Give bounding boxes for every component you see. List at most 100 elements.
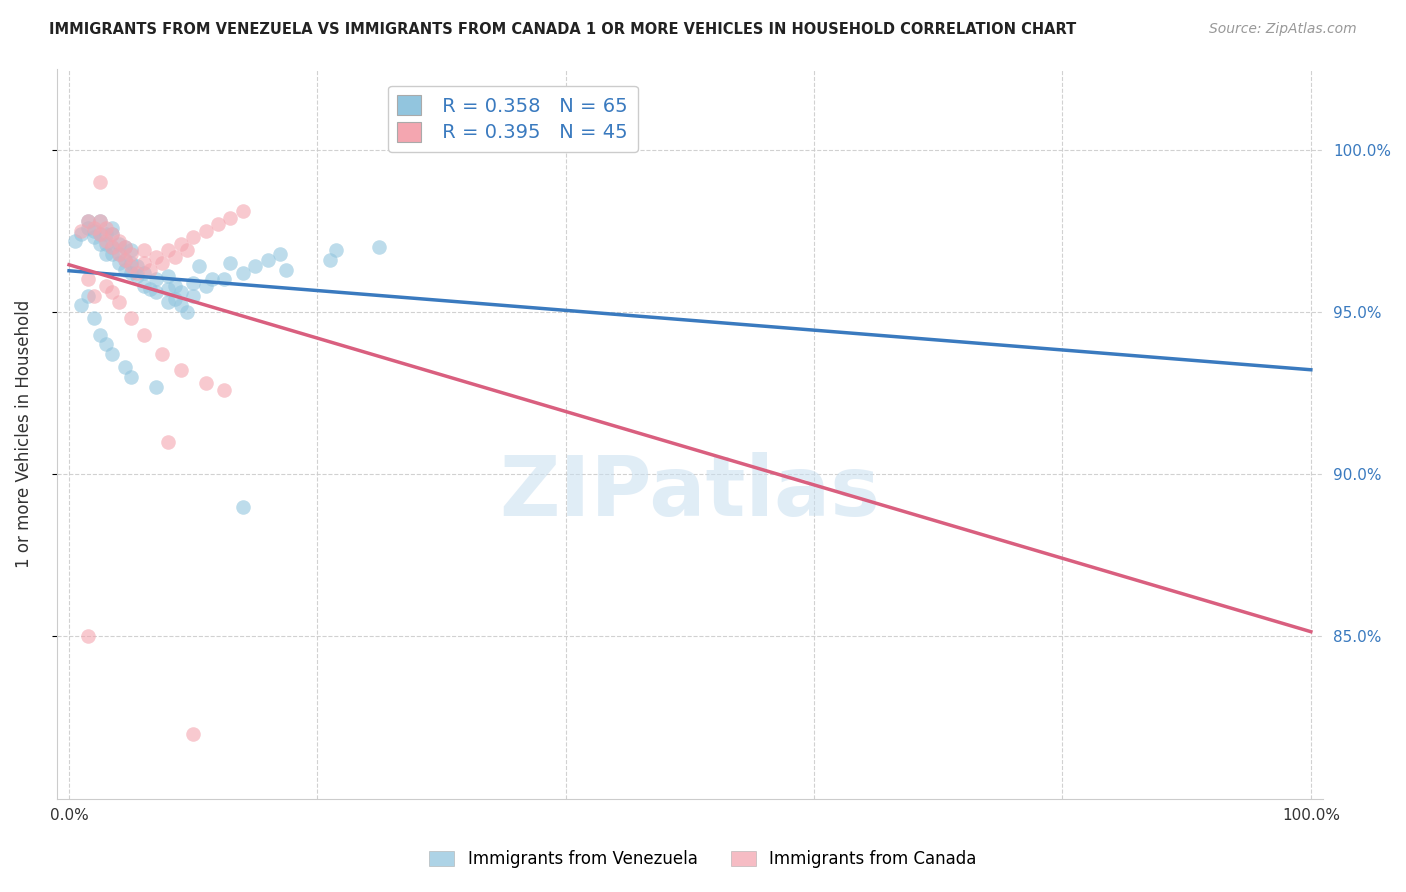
Point [89,227,111,241]
Point [232,500,254,514]
Point [132,266,155,280]
Point [232,266,254,280]
Point [101,227,124,241]
Point [170,236,193,251]
Point [145,272,167,286]
Point [120,246,142,260]
Point [150,256,173,270]
Point [163,279,186,293]
Point [219,256,242,270]
Point [120,266,142,280]
Point [107,246,129,260]
Text: Source: ZipAtlas.com: Source: ZipAtlas.com [1209,22,1357,37]
Point [107,236,129,251]
Point [176,305,198,319]
Point [132,279,155,293]
Point [83,289,105,303]
Point [89,214,111,228]
Point [101,347,124,361]
Point [114,262,136,277]
Point [127,260,149,274]
Point [114,240,136,254]
Point [181,289,204,303]
Text: ZIPatlas: ZIPatlas [499,451,880,533]
Legend:  R = 0.358   N = 65,  R = 0.395   N = 45: R = 0.358 N = 65, R = 0.395 N = 45 [388,86,637,152]
Y-axis label: 1 or more Vehicles in Household: 1 or more Vehicles in Household [15,300,32,568]
Point [76,220,98,235]
Point [120,260,142,274]
Point [145,379,167,393]
Point [163,250,186,264]
Point [120,369,142,384]
Point [157,295,180,310]
Point [139,262,162,277]
Point [114,252,136,267]
Point [188,260,211,274]
Point [101,227,124,241]
Point [219,211,242,225]
Point [132,244,155,258]
Point [132,256,155,270]
Point [181,276,204,290]
Point [157,269,180,284]
Point [245,260,267,274]
Point [89,214,111,228]
Point [96,246,118,260]
Point [76,272,98,286]
Point [107,295,129,310]
Point [114,252,136,267]
Point [145,250,167,264]
Point [107,256,129,270]
Point [194,376,217,391]
Point [232,204,254,219]
Text: IMMIGRANTS FROM VENEZUELA VS IMMIGRANTS FROM CANADA 1 OR MORE VEHICLES IN HOUSEH: IMMIGRANTS FROM VENEZUELA VS IMMIGRANTS … [49,22,1077,37]
Point [325,244,347,258]
Point [194,279,217,293]
Point [83,311,105,326]
Point [319,252,342,267]
Point [107,234,129,248]
Point [96,220,118,235]
Point [214,272,236,286]
Point [269,246,291,260]
Point [101,285,124,300]
Point [194,224,217,238]
Point [101,240,124,254]
Point [145,285,167,300]
Point [89,175,111,189]
Point [157,434,180,449]
Point [76,214,98,228]
Point [170,285,193,300]
Point [132,327,155,342]
Point [83,230,105,244]
Point [89,227,111,241]
Point [101,246,124,260]
Point [170,363,193,377]
Point [181,727,204,741]
Point [368,240,391,254]
Point [114,240,136,254]
Point [70,227,93,241]
Point [157,282,180,296]
Point [76,630,98,644]
Point [170,298,193,312]
Point [127,266,149,280]
Point [96,236,118,251]
Point [96,279,118,293]
Point [101,220,124,235]
Point [256,252,278,267]
Legend: Immigrants from Venezuela, Immigrants from Canada: Immigrants from Venezuela, Immigrants fr… [423,844,983,875]
Point [201,272,224,286]
Point [120,256,142,270]
Point [89,327,111,342]
Point [96,234,118,248]
Point [163,292,186,306]
Point [120,244,142,258]
Point [139,282,162,296]
Point [83,220,105,235]
Point [214,383,236,397]
Point [107,246,129,260]
Point [96,227,118,241]
Point [65,234,87,248]
Point [96,337,118,351]
